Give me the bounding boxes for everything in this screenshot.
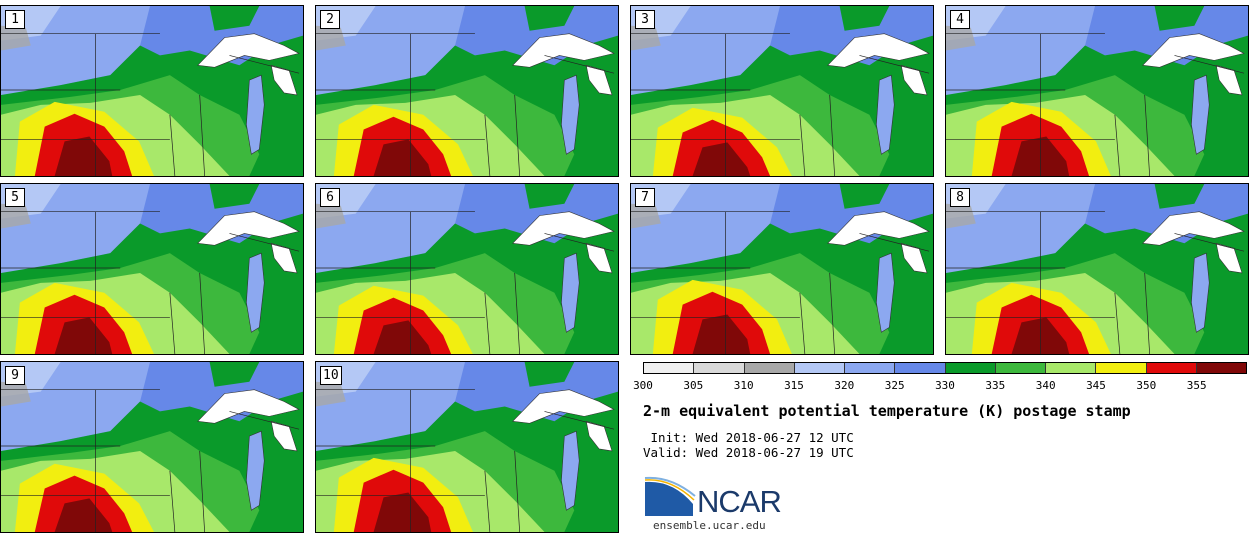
ensemble-member-map: 10 bbox=[315, 361, 619, 533]
ensemble-member-map: 2 bbox=[315, 5, 619, 177]
colorbar-tick-label: 315 bbox=[784, 379, 804, 392]
ensemble-member-map: 6 bbox=[315, 183, 619, 355]
member-number-label: 5 bbox=[5, 188, 25, 207]
init-time: Init: Wed 2018-06-27 12 UTC bbox=[643, 430, 854, 445]
ensemble-member-map: 7 bbox=[630, 183, 934, 355]
colorbar-ticks: 300 305 310 315 320 325 330 335 340 345 350 355 bbox=[633, 379, 1247, 393]
colorbar-segment bbox=[845, 363, 896, 373]
member-number-label: 7 bbox=[635, 188, 655, 207]
ensemble-member-map: 4 bbox=[945, 5, 1249, 177]
member-number-label: 3 bbox=[635, 10, 655, 29]
colorbar-segment bbox=[744, 363, 795, 373]
ncar-logo-text: NCAR bbox=[697, 484, 782, 519]
site-url: ensemble.ucar.edu bbox=[653, 519, 766, 532]
ncar-swoosh-icon bbox=[644, 476, 696, 516]
member-number-label: 10 bbox=[320, 366, 342, 385]
colorbar-segment bbox=[1146, 363, 1197, 373]
figure-title: 2-m equivalent potential temperature (K)… bbox=[643, 402, 1131, 420]
ensemble-member-map: 5 bbox=[0, 183, 304, 355]
member-number-label: 9 bbox=[5, 366, 25, 385]
colorbar-tick-label: 350 bbox=[1136, 379, 1157, 392]
colorbar-segment bbox=[1046, 363, 1097, 373]
colorbar-tick-label: 305 bbox=[683, 379, 704, 392]
colorbar bbox=[643, 362, 1247, 374]
member-number-label: 4 bbox=[950, 10, 970, 29]
colorbar-segment bbox=[895, 363, 946, 373]
colorbar-segment bbox=[995, 363, 1046, 373]
ensemble-member-map: 9 bbox=[0, 361, 304, 533]
colorbar-tick-label: 345 bbox=[1086, 379, 1106, 392]
colorbar-segment bbox=[1196, 363, 1246, 373]
ensemble-member-map: 8 bbox=[945, 183, 1249, 355]
colorbar-tick-label: 355 bbox=[1186, 379, 1207, 392]
valid-time: Valid: Wed 2018-06-27 19 UTC bbox=[643, 445, 854, 460]
ensemble-member-map: 1 bbox=[0, 5, 304, 177]
colorbar-tick-label: 335 bbox=[985, 379, 1006, 392]
colorbar-tick-label: 330 bbox=[935, 379, 955, 392]
member-number-label: 6 bbox=[320, 188, 340, 207]
colorbar-segment bbox=[794, 363, 845, 373]
colorbar-tick-label: 310 bbox=[733, 379, 754, 392]
colorbar-segment bbox=[1096, 363, 1147, 373]
member-number-label: 2 bbox=[320, 10, 340, 29]
ensemble-member-map: 3 bbox=[630, 5, 934, 177]
colorbar-segment bbox=[644, 363, 695, 373]
colorbar-tick-label: 340 bbox=[1035, 379, 1056, 392]
member-number-label: 1 bbox=[5, 10, 25, 29]
colorbar-segment bbox=[945, 363, 996, 373]
member-number-label: 8 bbox=[950, 188, 970, 207]
colorbar-segment bbox=[694, 363, 745, 373]
colorbar-tick-label: 320 bbox=[834, 379, 855, 392]
colorbar-tick-label: 325 bbox=[884, 379, 905, 392]
colorbar-tick-label: 300 bbox=[633, 379, 653, 392]
